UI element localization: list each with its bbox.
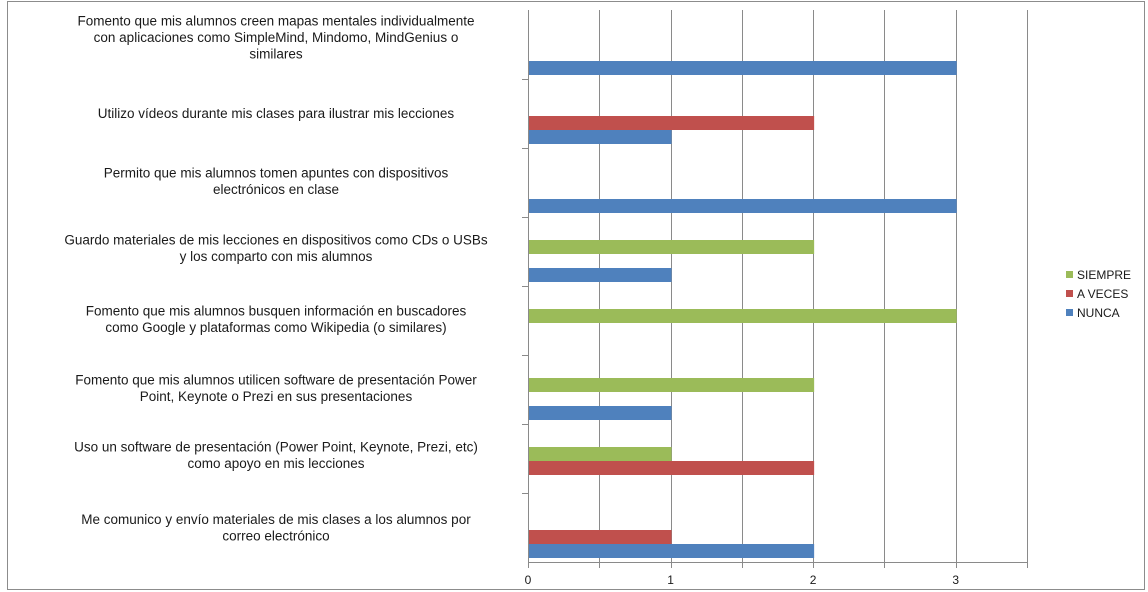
category-label: Utilizo vídeos durante mis clases para i… xyxy=(98,106,455,121)
category-label: Guardo materiales de mis lecciones en di… xyxy=(64,232,487,247)
category-label: Point, Keynote o Prezi en sus presentaci… xyxy=(140,389,413,404)
legend-label-a-veces: A VECES xyxy=(1077,287,1128,301)
legend-swatch-a-veces xyxy=(1066,290,1073,297)
bar-a-veces xyxy=(529,461,815,475)
bar-nunca xyxy=(529,130,672,144)
x-tick-label: 1 xyxy=(667,573,674,587)
legend-label-nunca: NUNCA xyxy=(1077,306,1120,320)
category-label: Me comunico y envío materiales de mis cl… xyxy=(81,512,471,527)
bar-nunca xyxy=(529,268,672,282)
bar-a-veces xyxy=(529,116,815,130)
x-tick-label: 3 xyxy=(952,573,959,587)
bar-chart: Fomento que mis alumnos creen mapas ment… xyxy=(64,10,1131,587)
legend-label-siempre: SIEMPRE xyxy=(1077,268,1131,282)
bars xyxy=(529,61,957,558)
category-label: como apoyo en mis lecciones xyxy=(187,456,364,471)
category-label: Permito que mis alumnos tomen apuntes co… xyxy=(104,165,449,180)
category-label: con aplicaciones como SimpleMind, Mindom… xyxy=(94,30,459,45)
category-label: electrónicos en clase xyxy=(213,182,339,197)
category-label: Fomento que mis alumnos utilicen softwar… xyxy=(75,372,477,387)
bar-siempre xyxy=(529,309,957,323)
category-labels: Fomento que mis alumnos creen mapas ment… xyxy=(64,14,487,544)
x-tick-labels: 0 1 2 3 xyxy=(525,573,960,587)
category-label: y los comparto con mis alumnos xyxy=(180,249,373,264)
bar-nunca xyxy=(529,199,957,213)
category-label: similares xyxy=(249,47,303,62)
bar-nunca xyxy=(529,544,815,558)
x-tick-label: 0 xyxy=(525,573,532,587)
bar-nunca xyxy=(529,61,957,75)
category-label: como Google y plataformas como Wikipedia… xyxy=(105,320,446,335)
chart-frame: Fomento que mis alumnos creen mapas ment… xyxy=(7,1,1145,590)
bar-siempre xyxy=(529,447,672,461)
category-label: correo electrónico xyxy=(222,528,329,543)
legend: SIEMPRE A VECES NUNCA xyxy=(1066,268,1131,320)
category-label: Fomento que mis alumnos busquen informac… xyxy=(86,303,467,318)
bar-a-veces xyxy=(529,530,672,544)
x-tick-label: 2 xyxy=(810,573,817,587)
bar-siempre xyxy=(529,240,815,254)
category-label: Uso un software de presentación (Power P… xyxy=(74,439,478,454)
category-label: Fomento que mis alumnos creen mapas ment… xyxy=(78,14,475,29)
legend-swatch-siempre xyxy=(1066,271,1073,278)
axes xyxy=(522,10,1028,568)
legend-swatch-nunca xyxy=(1066,309,1073,316)
bar-nunca xyxy=(529,406,672,420)
bar-siempre xyxy=(529,378,815,392)
gridlines xyxy=(599,10,1028,562)
